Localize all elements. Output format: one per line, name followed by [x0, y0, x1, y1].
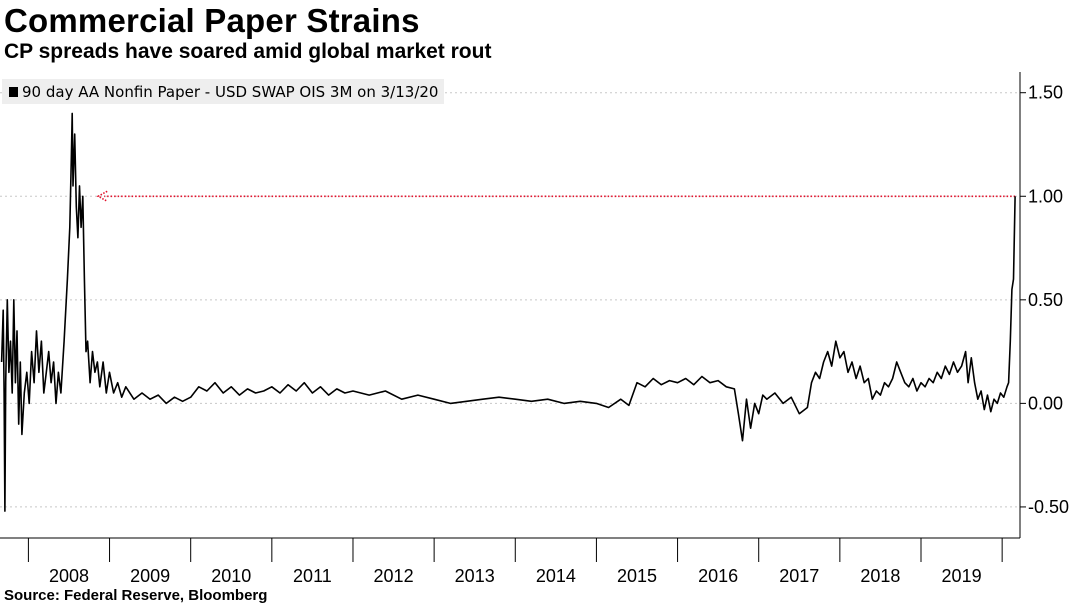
y-tick-label: -0.50 [1028, 497, 1069, 517]
x-tick-label: 2015 [617, 566, 657, 585]
series-layer [0, 112, 1016, 512]
y-tick-label: 1.50 [1028, 83, 1063, 103]
series-line [0, 112, 1016, 512]
y-tick-label: 0.50 [1028, 290, 1063, 310]
x-tick-label: 2010 [211, 566, 251, 585]
y-tick-label: 1.00 [1028, 186, 1063, 206]
source-note: Source: Federal Reserve, Bloomberg [4, 587, 268, 604]
x-tick-label: 2012 [374, 566, 414, 585]
legend: 90 day AA Nonfin Paper - USD SWAP OIS 3M… [2, 79, 444, 104]
gridlines [0, 92, 1020, 508]
y-axis: -0.50 0.00 0.50 1.00 1.50 [1019, 72, 1069, 538]
x-tick-label: 2019 [942, 566, 982, 585]
x-tick-label: 2009 [130, 566, 170, 585]
x-tick-label: 2008 [49, 566, 89, 585]
legend-label: 90 day AA Nonfin Paper - USD SWAP OIS 3M… [22, 83, 438, 101]
annotation-arrowhead [96, 190, 108, 202]
line-chart: 2008 2009 2010 2011 2012 2013 2014 2015 2016 2017… [0, 72, 1069, 585]
chart-title: Commercial Paper Strains [4, 2, 420, 39]
x-tick-label: 2011 [293, 566, 332, 585]
legend-swatch [9, 87, 18, 97]
x-tick-label: 2016 [698, 566, 738, 585]
annotation [96, 190, 1016, 202]
x-tick-label: 2017 [779, 566, 819, 585]
chart-subtitle: CP spreads have soared amid global marke… [4, 40, 492, 63]
legend-background [2, 79, 444, 104]
x-axis: 2008 2009 2010 2011 2012 2013 2014 2015 2016 2017… [0, 537, 1020, 585]
x-tick-label: 2014 [536, 566, 576, 585]
x-tick-label: 2018 [860, 566, 900, 585]
x-tick-label: 2013 [455, 566, 495, 585]
y-tick-label: 0.00 [1028, 393, 1063, 413]
